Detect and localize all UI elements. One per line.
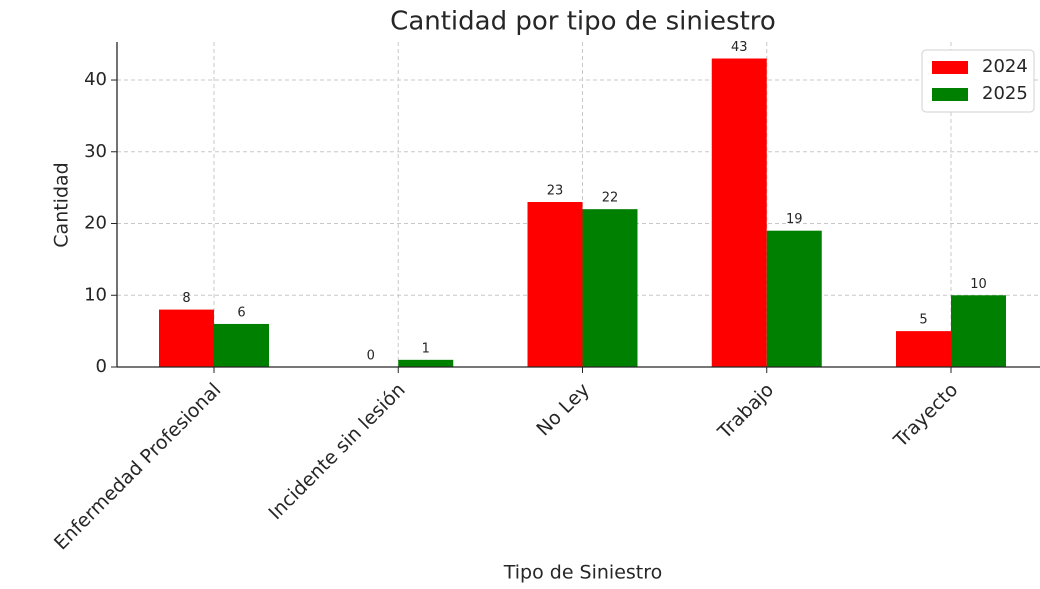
y-tick-label: 0 [96,356,107,377]
bar [582,209,638,367]
legend: 2024 2025 [921,49,1035,113]
x-tick-label: Trabajo [713,379,778,444]
x-tick-label: Enfermedad Profesional [50,379,226,555]
chart-title: Cantidad por tipo de siniestro [390,7,776,37]
legend-label: 2025 [982,83,1028,104]
data-label: 23 [547,183,564,198]
bar [398,359,454,367]
data-label: 10 [970,277,987,292]
y-tick-label: 10 [84,284,107,305]
y-axis-label: Cantidad [51,162,73,247]
data-label: 19 [786,212,803,227]
bar [896,331,951,367]
data-label: 0 [367,349,375,364]
y-tick-label: 40 [84,69,107,90]
data-label: 8 [182,291,190,306]
legend-swatch [932,88,968,101]
bar [711,58,767,368]
data-label: 5 [919,313,927,328]
data-label: 1 [422,341,430,356]
x-tick-label: Incidente sin lesión [264,379,409,524]
data-label: 22 [602,191,619,206]
x-axis-label: Tipo de Siniestro [503,562,663,584]
legend-swatch [932,61,968,74]
data-label: 43 [731,40,748,55]
y-tick-label: 30 [84,141,107,162]
bar [766,230,822,367]
y-tick-label: 20 [84,213,107,234]
legend-label: 2024 [982,56,1028,77]
x-tick-label: No Ley [532,379,594,441]
bar [214,323,269,367]
bar [951,295,1006,367]
bar [159,309,214,367]
x-tick-label: Trayecto [889,379,962,452]
data-label: 6 [237,305,245,320]
bar [527,201,583,367]
